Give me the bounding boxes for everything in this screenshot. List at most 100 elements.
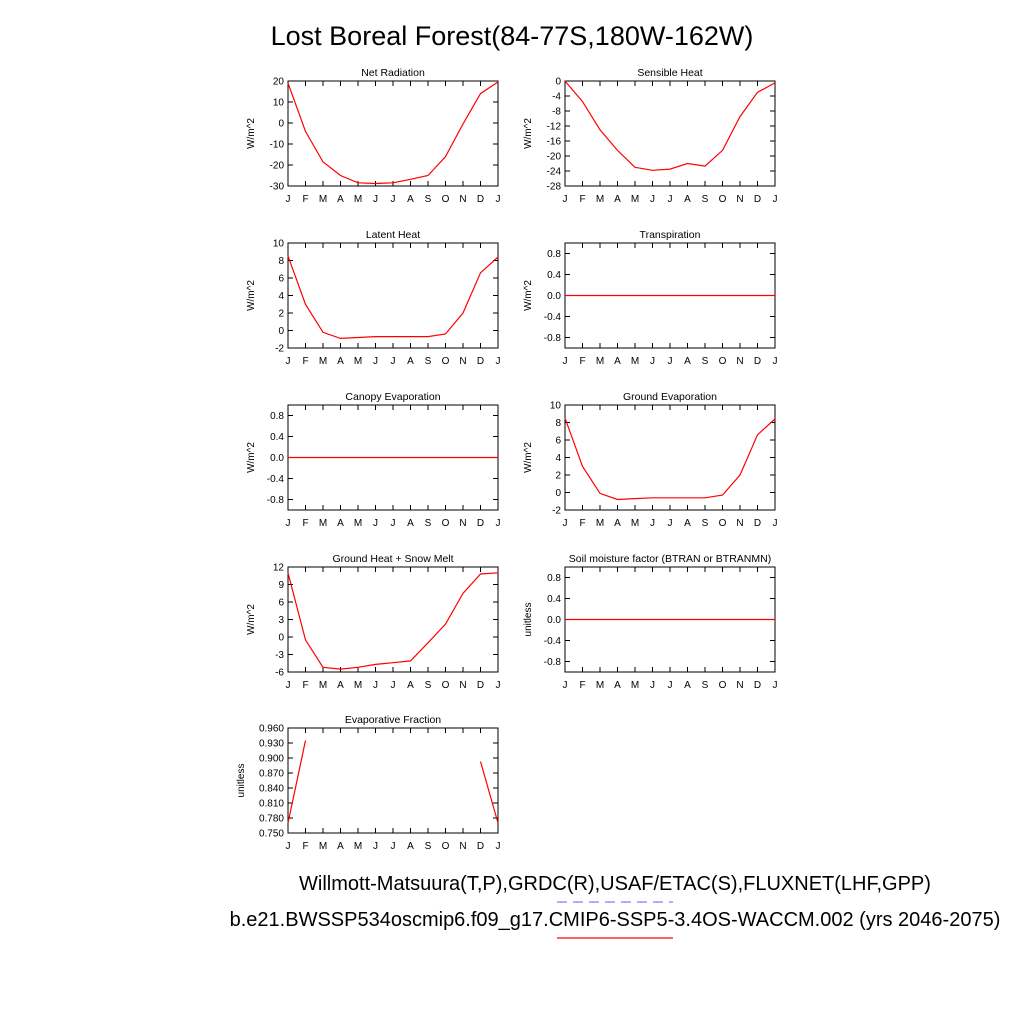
y-tick-label: -12 bbox=[547, 122, 562, 133]
x-tick-label: J bbox=[668, 680, 673, 691]
x-tick-label: N bbox=[736, 680, 743, 691]
y-tick-label: -2 bbox=[552, 506, 561, 517]
y-tick-label: 0.900 bbox=[259, 754, 284, 765]
x-tick-label: M bbox=[631, 518, 639, 529]
x-tick-label: O bbox=[442, 356, 450, 367]
x-tick-label: M bbox=[354, 356, 362, 367]
series-line bbox=[287, 81, 499, 185]
x-tick-label: O bbox=[442, 680, 450, 691]
y-axis-label: W/m^2 bbox=[246, 604, 257, 635]
x-tick-label: D bbox=[477, 194, 484, 205]
panel-title: Sensible Heat bbox=[637, 67, 702, 79]
y-tick-label: 0.0 bbox=[547, 291, 561, 302]
x-tick-label: D bbox=[754, 680, 761, 691]
y-tick-label: -4 bbox=[552, 92, 561, 103]
legend-obs-label: Willmott-Matsuura(T,P),GRDC(R),USAF/ETAC… bbox=[299, 873, 931, 895]
x-tick-label: M bbox=[631, 194, 639, 205]
x-tick-label: J bbox=[668, 518, 673, 529]
x-tick-label: S bbox=[425, 356, 432, 367]
y-axis-label: W/m^2 bbox=[523, 442, 534, 473]
panel-title: Ground Evaporation bbox=[623, 391, 717, 403]
x-tick-label: A bbox=[407, 680, 414, 691]
x-tick-label: J bbox=[773, 518, 778, 529]
x-tick-label: J bbox=[373, 356, 378, 367]
x-tick-label: M bbox=[319, 680, 327, 691]
x-tick-label: J bbox=[496, 356, 501, 367]
x-tick-label: J bbox=[391, 841, 396, 852]
x-tick-label: J bbox=[286, 356, 291, 367]
x-tick-label: S bbox=[702, 518, 709, 529]
y-tick-label: 12 bbox=[273, 563, 285, 574]
y-tick-label: 2 bbox=[555, 471, 561, 482]
series-line bbox=[287, 255, 499, 340]
y-tick-label: 0.870 bbox=[259, 769, 284, 780]
x-tick-label: O bbox=[442, 841, 450, 852]
x-tick-label: J bbox=[773, 194, 778, 205]
x-tick-label: A bbox=[337, 680, 344, 691]
y-tick-label: 0.960 bbox=[259, 724, 284, 735]
y-tick-label: -24 bbox=[547, 167, 562, 178]
x-tick-label: S bbox=[425, 194, 432, 205]
x-tick-label: J bbox=[373, 841, 378, 852]
plot-frame bbox=[287, 566, 499, 673]
x-tick-label: M bbox=[319, 356, 327, 367]
x-tick-label: J bbox=[668, 356, 673, 367]
x-tick-label: A bbox=[684, 356, 691, 367]
x-tick-label: J bbox=[773, 356, 778, 367]
x-tick-label: J bbox=[286, 841, 291, 852]
x-tick-label: J bbox=[563, 518, 568, 529]
y-axis-label: W/m^2 bbox=[523, 280, 534, 311]
y-tick-label: -3 bbox=[275, 650, 284, 661]
x-tick-label: M bbox=[319, 518, 327, 529]
x-tick-label: F bbox=[302, 841, 308, 852]
x-tick-label: A bbox=[614, 194, 621, 205]
x-tick-label: M bbox=[319, 841, 327, 852]
y-tick-label: 4 bbox=[555, 453, 561, 464]
x-tick-label: S bbox=[702, 356, 709, 367]
x-tick-label: O bbox=[442, 194, 450, 205]
x-tick-label: D bbox=[477, 841, 484, 852]
legend: Willmott-Matsuura(T,P),GRDC(R),USAF/ETAC… bbox=[230, 873, 1000, 939]
x-tick-label: J bbox=[650, 680, 655, 691]
x-tick-label: M bbox=[631, 356, 639, 367]
x-tick-label: F bbox=[579, 356, 585, 367]
y-tick-label: 0.750 bbox=[259, 829, 284, 840]
y-tick-label: 9 bbox=[278, 580, 284, 591]
y-tick-label: 0.8 bbox=[547, 573, 561, 584]
y-tick-label: 0.930 bbox=[259, 739, 284, 750]
y-tick-label: 0 bbox=[555, 488, 561, 499]
plot-frame bbox=[287, 242, 499, 349]
x-tick-label: J bbox=[496, 841, 501, 852]
x-tick-label: A bbox=[337, 841, 344, 852]
x-tick-label: A bbox=[614, 680, 621, 691]
panel-title: Transpiration bbox=[640, 229, 701, 241]
y-axis-label: W/m^2 bbox=[246, 442, 257, 473]
panel-title: Ground Heat + Snow Melt bbox=[332, 553, 453, 565]
y-tick-label: 2 bbox=[278, 309, 284, 320]
plot-frame bbox=[564, 404, 776, 511]
x-tick-label: J bbox=[391, 194, 396, 205]
panel-title: Evaporative Fraction bbox=[345, 714, 441, 726]
x-tick-label: O bbox=[719, 356, 727, 367]
y-tick-label: 0.780 bbox=[259, 814, 284, 825]
x-tick-label: J bbox=[286, 518, 291, 529]
y-tick-label: -0.4 bbox=[267, 474, 285, 485]
x-tick-label: J bbox=[773, 680, 778, 691]
y-tick-label: 8 bbox=[278, 256, 284, 267]
y-tick-label: -20 bbox=[547, 152, 562, 163]
y-tick-label: -2 bbox=[275, 344, 284, 355]
x-tick-label: J bbox=[496, 680, 501, 691]
panel-title: Soil moisture factor (BTRAN or BTRANMN) bbox=[569, 553, 771, 565]
y-tick-label: 3 bbox=[278, 615, 284, 626]
x-tick-label: D bbox=[477, 356, 484, 367]
y-tick-label: -6 bbox=[275, 668, 284, 679]
x-tick-label: F bbox=[579, 518, 585, 529]
panel-title: Canopy Evaporation bbox=[345, 391, 440, 403]
y-tick-label: -10 bbox=[270, 140, 285, 151]
x-tick-label: N bbox=[736, 356, 743, 367]
y-tick-label: 0.4 bbox=[270, 432, 284, 443]
x-tick-label: J bbox=[391, 518, 396, 529]
x-tick-label: J bbox=[650, 518, 655, 529]
